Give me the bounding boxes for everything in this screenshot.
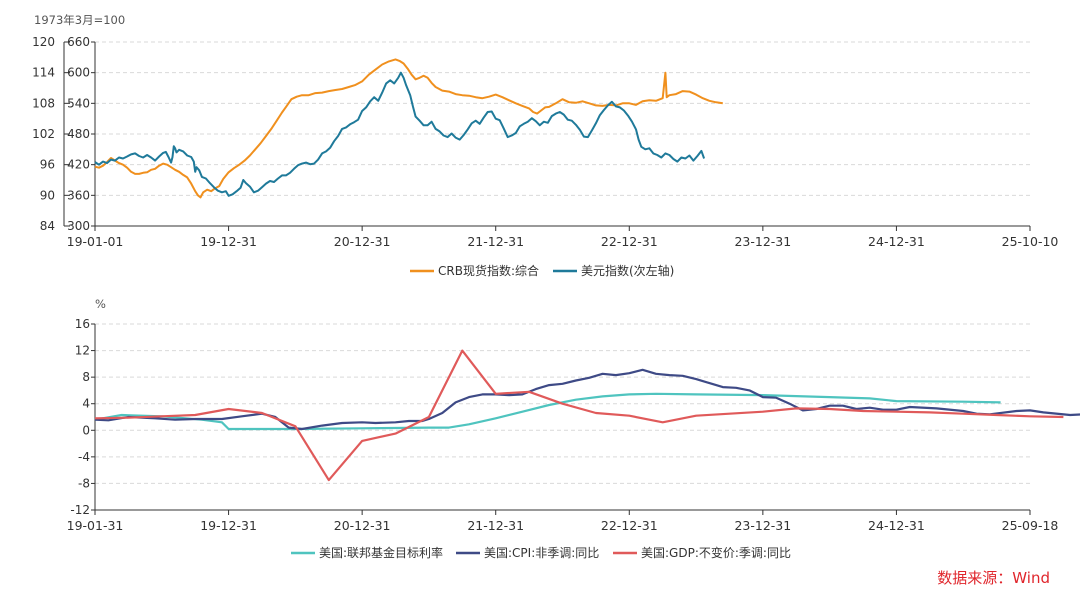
bottom-unit-label: % <box>95 297 106 311</box>
top-x-tick-label: 19-01-01 <box>67 234 124 249</box>
bottom-y-tick-label: -4 <box>78 450 90 464</box>
bottom-axes: -12 -8 -4 0 4 8 12 16 19-01-31 19-12-31 20-12-31 21… <box>67 317 1059 533</box>
top-left-tick-label: 108 <box>32 96 55 110</box>
top-chart: 1973年3月=100 84 300 90 360 96 420 102 480 108 540 1… <box>32 13 1058 278</box>
bottom-legend: 美国:联邦基金目标利率 美国:CPI:非季调:同比 美国:GDP:不变价:季调:同比 <box>291 545 791 560</box>
bottom-legend-label-1: 美国:联邦基金目标利率 <box>319 545 443 560</box>
top-axes: 84 300 90 360 96 420 102 480 108 540 114 600 120 660 1… <box>32 35 1058 249</box>
bottom-y-tick-label: -12 <box>70 503 90 517</box>
bottom-y-tick-label: 0 <box>82 423 90 437</box>
top-right-tick-label: 420 <box>67 158 90 172</box>
top-left-tick-label: 96 <box>40 158 55 172</box>
top-left-tick-label: 102 <box>32 127 55 141</box>
bottom-chart: % -12 -8 -4 0 4 8 12 16 19-01-31 19-12-31 20-12-31… <box>67 297 1080 560</box>
bottom-x-tick-label: 20-12-31 <box>334 518 391 533</box>
top-series-line-1 <box>94 58 723 199</box>
bottom-y-tick-label: 4 <box>82 397 90 411</box>
top-right-tick-label: 660 <box>67 35 90 49</box>
top-left-tick-label: 114 <box>32 66 55 80</box>
bottom-series-line-2 <box>94 368 1080 431</box>
top-right-tick-label: 480 <box>67 127 90 141</box>
top-unit-label: 1973年3月=100 <box>34 13 125 27</box>
bottom-y-tick-label: -8 <box>78 476 90 490</box>
top-x-tick-label: 24-12-31 <box>868 234 925 249</box>
top-x-tick-label: 23-12-31 <box>734 234 791 249</box>
bottom-x-tick-label: 22-12-31 <box>601 518 658 533</box>
top-legend: CRB现货指数:综合 美元指数(次左轴) <box>410 263 674 278</box>
top-x-tick-label: 20-12-31 <box>334 234 391 249</box>
bottom-gridlines <box>95 323 1030 484</box>
bottom-series-line-3 <box>94 349 1064 482</box>
top-right-tick-label: 300 <box>67 219 90 233</box>
top-x-tick-label: 25-10-10 <box>1002 234 1059 249</box>
top-x-tick-label: 22-12-31 <box>601 234 658 249</box>
top-series-line-2 <box>94 71 706 197</box>
top-series-lines <box>94 58 723 199</box>
top-gridlines <box>95 41 1030 196</box>
bottom-x-tick-label: 24-12-31 <box>868 518 925 533</box>
top-left-tick-label: 120 <box>32 35 55 49</box>
source-note: 数据来源：Wind <box>937 569 1050 587</box>
top-right-tick-label: 540 <box>67 96 90 110</box>
top-right-tick-label: 360 <box>67 188 90 202</box>
top-legend-label-1: CRB现货指数:综合 <box>438 263 539 278</box>
bottom-legend-label-3: 美国:GDP:不变价:季调:同比 <box>641 545 791 560</box>
top-left-tick-label: 90 <box>40 188 55 202</box>
top-x-tick-label: 19-12-31 <box>200 234 257 249</box>
top-x-tick-label: 21-12-31 <box>467 234 524 249</box>
bottom-y-tick-label: 8 <box>82 370 90 384</box>
bottom-x-tick-label: 19-01-31 <box>67 518 124 533</box>
bottom-x-tick-label: 19-12-31 <box>200 518 257 533</box>
bottom-legend-label-2: 美国:CPI:非季调:同比 <box>484 546 599 560</box>
bottom-x-tick-label: 21-12-31 <box>467 518 524 533</box>
top-right-tick-label: 600 <box>67 66 90 80</box>
bottom-series-line-1 <box>94 392 1001 431</box>
bottom-x-tick-label: 23-12-31 <box>734 518 791 533</box>
bottom-series-lines <box>94 349 1080 482</box>
top-left-tick-label: 84 <box>40 219 55 233</box>
bottom-y-tick-label: 16 <box>75 317 90 331</box>
bottom-y-tick-label: 12 <box>75 344 90 358</box>
top-legend-label-2: 美元指数(次左轴) <box>581 263 674 278</box>
bottom-x-tick-label: 25-09-18 <box>1002 518 1059 533</box>
